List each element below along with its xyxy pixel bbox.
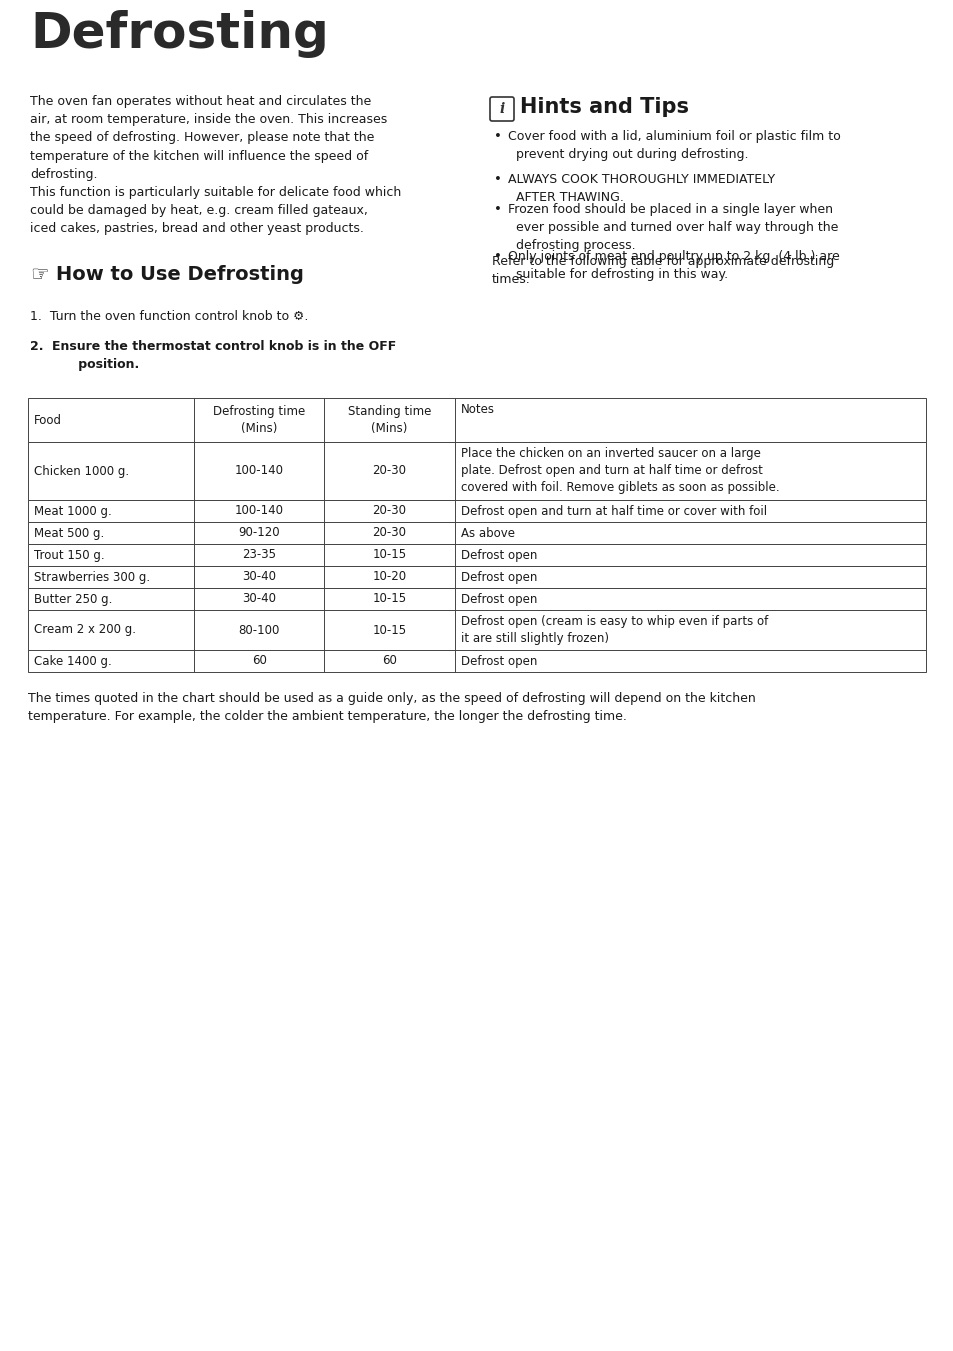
Text: •: • <box>494 173 501 186</box>
Text: 1.  Turn the oven function control knob to ⚙.: 1. Turn the oven function control knob t… <box>30 309 308 323</box>
Text: •: • <box>494 130 501 143</box>
Bar <box>28 650 925 671</box>
Text: 20-30: 20-30 <box>372 465 406 477</box>
Text: Trout 150 g.: Trout 150 g. <box>34 549 105 562</box>
Text: Cover food with a lid, aluminium foil or plastic film to
  prevent drying out du: Cover food with a lid, aluminium foil or… <box>507 130 840 161</box>
Text: 90-120: 90-120 <box>238 527 280 539</box>
Text: How to Use Defrosting: How to Use Defrosting <box>56 265 304 284</box>
Bar <box>28 521 925 544</box>
Text: 30-40: 30-40 <box>242 570 276 584</box>
Text: Place the chicken on an inverted saucer on a large
plate. Defrost open and turn : Place the chicken on an inverted saucer … <box>460 447 779 494</box>
Text: The times quoted in the chart should be used as a guide only, as the speed of de: The times quoted in the chart should be … <box>28 692 755 723</box>
Text: 100-140: 100-140 <box>234 504 283 517</box>
Text: 30-40: 30-40 <box>242 593 276 605</box>
Text: Butter 250 g.: Butter 250 g. <box>34 593 112 605</box>
Text: Cream 2 x 200 g.: Cream 2 x 200 g. <box>34 624 136 636</box>
Text: Strawberries 300 g.: Strawberries 300 g. <box>34 570 150 584</box>
Text: Chicken 1000 g.: Chicken 1000 g. <box>34 465 129 477</box>
Text: Cake 1400 g.: Cake 1400 g. <box>34 654 112 667</box>
Text: 10-15: 10-15 <box>372 624 406 636</box>
Text: Defrost open: Defrost open <box>460 655 537 667</box>
Bar <box>28 588 925 611</box>
Text: Ensure the thermostat control knob is in the OFF
      position.: Ensure the thermostat control knob is in… <box>52 340 395 372</box>
Bar <box>28 566 925 588</box>
Text: Notes: Notes <box>460 403 494 416</box>
Text: ALWAYS COOK THOROUGHLY IMMEDIATELY
  AFTER THAWING.: ALWAYS COOK THOROUGHLY IMMEDIATELY AFTER… <box>507 173 774 204</box>
Bar <box>28 544 925 566</box>
Text: Defrost open: Defrost open <box>460 593 537 607</box>
Text: i: i <box>498 101 504 116</box>
Text: 80-100: 80-100 <box>238 624 279 636</box>
Text: Defrost open: Defrost open <box>460 549 537 562</box>
Text: •: • <box>494 250 501 263</box>
Text: Refer to the following table for approximate defrosting
times.: Refer to the following table for approxi… <box>492 255 833 286</box>
Text: Standing time
(Mins): Standing time (Mins) <box>348 405 431 435</box>
Text: 100-140: 100-140 <box>234 465 283 477</box>
Text: Only joints of meat and poultry up to 2 kg. (4 lb.) are
  suitable for defrostin: Only joints of meat and poultry up to 2 … <box>507 250 839 281</box>
Text: Defrosting time
(Mins): Defrosting time (Mins) <box>213 405 305 435</box>
Text: 60: 60 <box>252 654 267 667</box>
Text: 60: 60 <box>381 654 396 667</box>
Text: 10-20: 10-20 <box>372 570 406 584</box>
Bar <box>28 611 925 650</box>
Text: 10-15: 10-15 <box>372 549 406 562</box>
Text: Defrost open and turn at half time or cover with foil: Defrost open and turn at half time or co… <box>460 505 766 517</box>
Text: The oven fan operates without heat and circulates the
air, at room temperature, : The oven fan operates without heat and c… <box>30 95 401 235</box>
Text: 10-15: 10-15 <box>372 593 406 605</box>
FancyBboxPatch shape <box>490 97 514 122</box>
Text: As above: As above <box>460 527 514 540</box>
Text: Defrost open: Defrost open <box>460 571 537 584</box>
Text: 20-30: 20-30 <box>372 527 406 539</box>
Text: Hints and Tips: Hints and Tips <box>519 97 688 118</box>
Text: 2.: 2. <box>30 340 52 353</box>
Text: Food: Food <box>34 413 62 427</box>
Text: ☞: ☞ <box>30 265 49 285</box>
Text: Meat 1000 g.: Meat 1000 g. <box>34 504 112 517</box>
Text: •: • <box>494 203 501 216</box>
Text: 20-30: 20-30 <box>372 504 406 517</box>
Text: 23-35: 23-35 <box>242 549 276 562</box>
Text: Frozen food should be placed in a single layer when
  ever possible and turned o: Frozen food should be placed in a single… <box>507 203 838 253</box>
Bar <box>28 442 925 500</box>
Bar <box>28 399 925 442</box>
Text: Defrosting: Defrosting <box>30 9 329 58</box>
Text: Defrost open (cream is easy to whip even if parts of
it are still slightly froze: Defrost open (cream is easy to whip even… <box>460 615 767 646</box>
Text: Meat 500 g.: Meat 500 g. <box>34 527 104 539</box>
Bar <box>28 500 925 521</box>
